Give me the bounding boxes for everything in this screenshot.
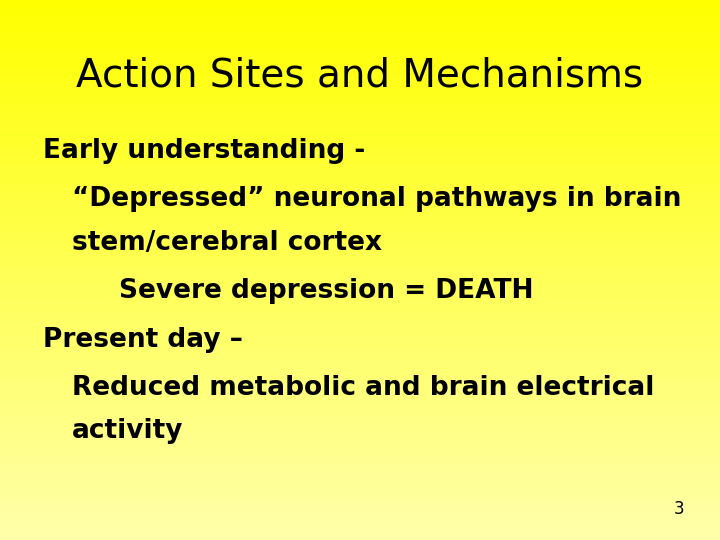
Text: Early understanding -: Early understanding - <box>43 138 366 164</box>
Text: 3: 3 <box>673 501 684 518</box>
Text: activity: activity <box>72 418 184 444</box>
Text: Present day –: Present day – <box>43 327 243 353</box>
Text: “Depressed” neuronal pathways in brain: “Depressed” neuronal pathways in brain <box>72 186 681 212</box>
Text: stem/cerebral cortex: stem/cerebral cortex <box>72 230 382 255</box>
Text: Severe depression = DEATH: Severe depression = DEATH <box>119 278 534 304</box>
Text: Reduced metabolic and brain electrical: Reduced metabolic and brain electrical <box>72 375 654 401</box>
Text: Action Sites and Mechanisms: Action Sites and Mechanisms <box>76 57 644 94</box>
